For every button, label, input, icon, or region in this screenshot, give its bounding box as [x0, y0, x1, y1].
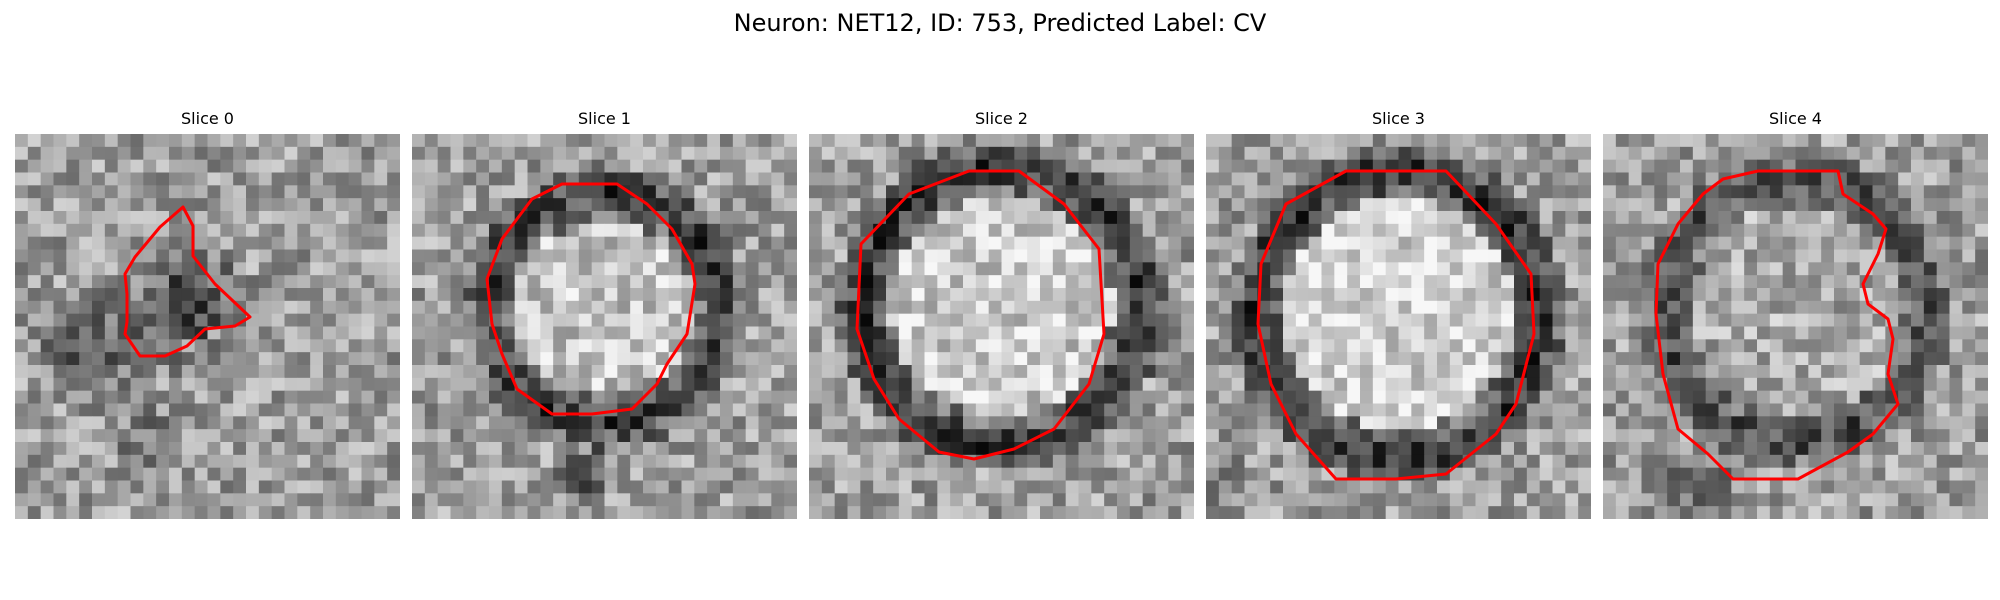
slice-title-4: Slice 4 — [1769, 109, 1822, 128]
slice-image-1 — [412, 134, 797, 519]
slice-image-2 — [809, 134, 1194, 519]
micrograph-texture — [1206, 134, 1591, 519]
slice-title-3: Slice 3 — [1372, 109, 1425, 128]
slice-image-0 — [15, 134, 400, 519]
slice-panel-2: Slice 2 — [809, 108, 1194, 519]
micrograph-texture — [15, 134, 400, 519]
slice-panel-1: Slice 1 — [412, 108, 797, 519]
segmentation-contour — [855, 169, 1106, 461]
segmentation-contour — [485, 182, 697, 416]
slice-panel-0: Slice 0 — [15, 108, 400, 519]
micrograph-texture — [412, 134, 797, 519]
segmentation-contour — [1654, 169, 1900, 481]
micrograph-texture — [1603, 134, 1988, 519]
slice-title-1: Slice 1 — [578, 109, 631, 128]
slice-panel-3: Slice 3 — [1206, 108, 1591, 519]
slice-title-0: Slice 0 — [181, 109, 234, 128]
slice-title-2: Slice 2 — [975, 109, 1028, 128]
segmentation-contour — [1256, 169, 1536, 481]
micrograph-texture — [809, 134, 1194, 519]
slice-panel-4: Slice 4 — [1603, 108, 1988, 519]
slice-image-4 — [1603, 134, 1988, 519]
segmentation-contour — [123, 205, 252, 358]
figure-title: Neuron: NET12, ID: 753, Predicted Label:… — [733, 9, 1267, 37]
slice-image-3 — [1206, 134, 1591, 519]
